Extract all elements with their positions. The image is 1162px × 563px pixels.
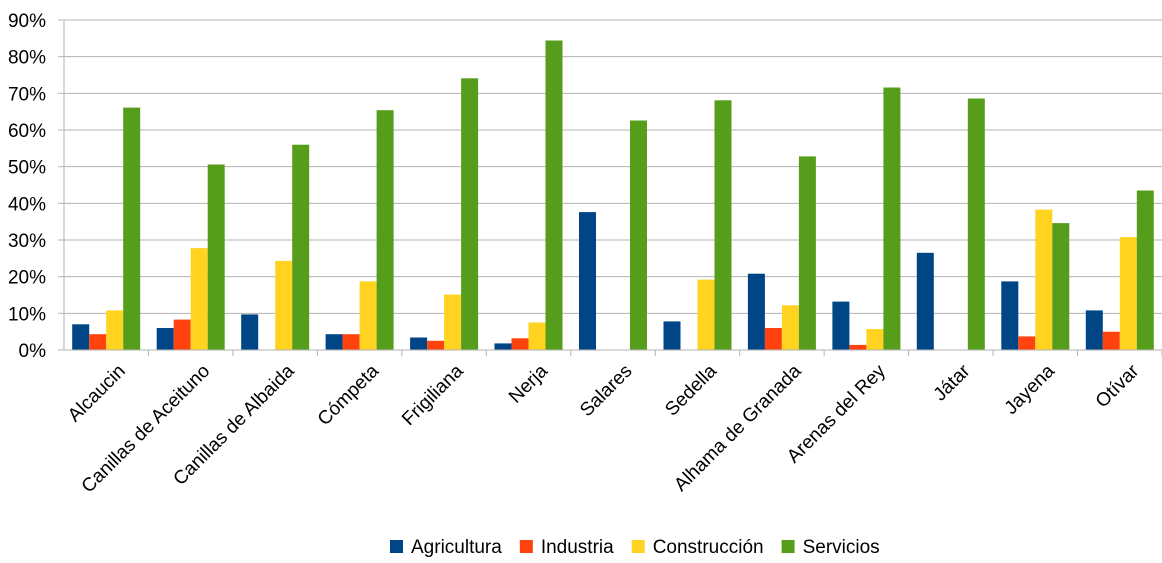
y-tick-label: 80%	[8, 48, 46, 69]
bar	[764, 328, 782, 350]
bar	[832, 301, 850, 350]
bar	[663, 321, 681, 350]
bar	[72, 324, 90, 350]
y-tick-label: 90%	[8, 11, 46, 32]
bar	[1018, 336, 1036, 350]
legend-label: Construcción	[653, 537, 764, 558]
bar	[883, 87, 901, 350]
y-tick-label: 30%	[8, 231, 46, 252]
axes	[63, 20, 1162, 356]
x-tick-label: Frigiliana	[398, 360, 468, 430]
bar	[1001, 281, 1019, 350]
bar	[275, 260, 293, 350]
legend-swatch	[390, 540, 403, 553]
bar	[528, 322, 546, 350]
x-tick-label: Jayena	[1001, 360, 1059, 418]
bar	[89, 334, 107, 350]
bar	[798, 156, 816, 350]
bar	[849, 344, 867, 350]
bar	[410, 337, 428, 350]
bar	[241, 314, 259, 350]
bar	[916, 252, 934, 350]
y-tick-label: 10%	[8, 304, 46, 325]
x-tick-label: Sedella	[661, 360, 721, 420]
legend-label: Agricultura	[411, 537, 502, 558]
y-tick-label: 0%	[19, 341, 47, 362]
bar	[106, 310, 124, 350]
bar	[461, 78, 479, 351]
bar	[579, 212, 596, 350]
bar	[427, 340, 445, 350]
bar	[123, 107, 141, 350]
bar	[697, 279, 715, 350]
x-tick-label: Otívar	[1092, 360, 1144, 412]
bar	[444, 294, 462, 350]
x-tick-label: Nerja	[505, 360, 552, 407]
bar	[1085, 310, 1103, 350]
bar	[494, 343, 512, 350]
bar	[1102, 331, 1120, 350]
legend-swatch	[631, 540, 645, 553]
x-tick-label: Cómpeta	[314, 360, 384, 430]
bar	[359, 281, 377, 350]
y-tick-labels: 0% 10% 20% 30% 40% 50% 60% 70% 80% 90%	[8, 11, 46, 362]
bar	[511, 338, 529, 350]
bar	[190, 248, 208, 350]
bar	[173, 319, 191, 350]
y-tick-label: 70%	[8, 84, 46, 105]
bar	[1052, 223, 1070, 350]
bar	[747, 273, 765, 350]
bar	[781, 305, 799, 350]
bar	[325, 334, 343, 350]
legend-label: Industria	[541, 537, 614, 558]
legend-swatch	[519, 540, 533, 553]
bar	[630, 120, 647, 350]
x-tick-label: Játar	[930, 360, 975, 405]
bar	[376, 110, 394, 350]
bar	[866, 329, 884, 350]
x-tick-label: Salares	[576, 361, 636, 421]
y-tick-label: 40%	[8, 194, 46, 215]
y-tick-label: 60%	[8, 121, 46, 142]
x-tick-label: Alcaucin	[64, 361, 130, 427]
legend: Agricultura Industria Construcción Servicio…	[390, 537, 880, 558]
bars	[72, 40, 1154, 351]
bar	[545, 40, 563, 350]
legend-label: Servicios	[803, 537, 880, 558]
bar	[156, 328, 174, 350]
bar	[1119, 237, 1137, 350]
y-tick-label: 20%	[8, 268, 46, 289]
y-tick-label: 50%	[8, 158, 46, 179]
bar	[1136, 190, 1154, 350]
bar	[207, 164, 225, 350]
bar	[342, 334, 360, 350]
bar	[714, 100, 732, 350]
bar	[1035, 209, 1053, 350]
bar	[967, 98, 985, 350]
bar	[292, 144, 310, 350]
legend-swatch	[781, 540, 795, 553]
